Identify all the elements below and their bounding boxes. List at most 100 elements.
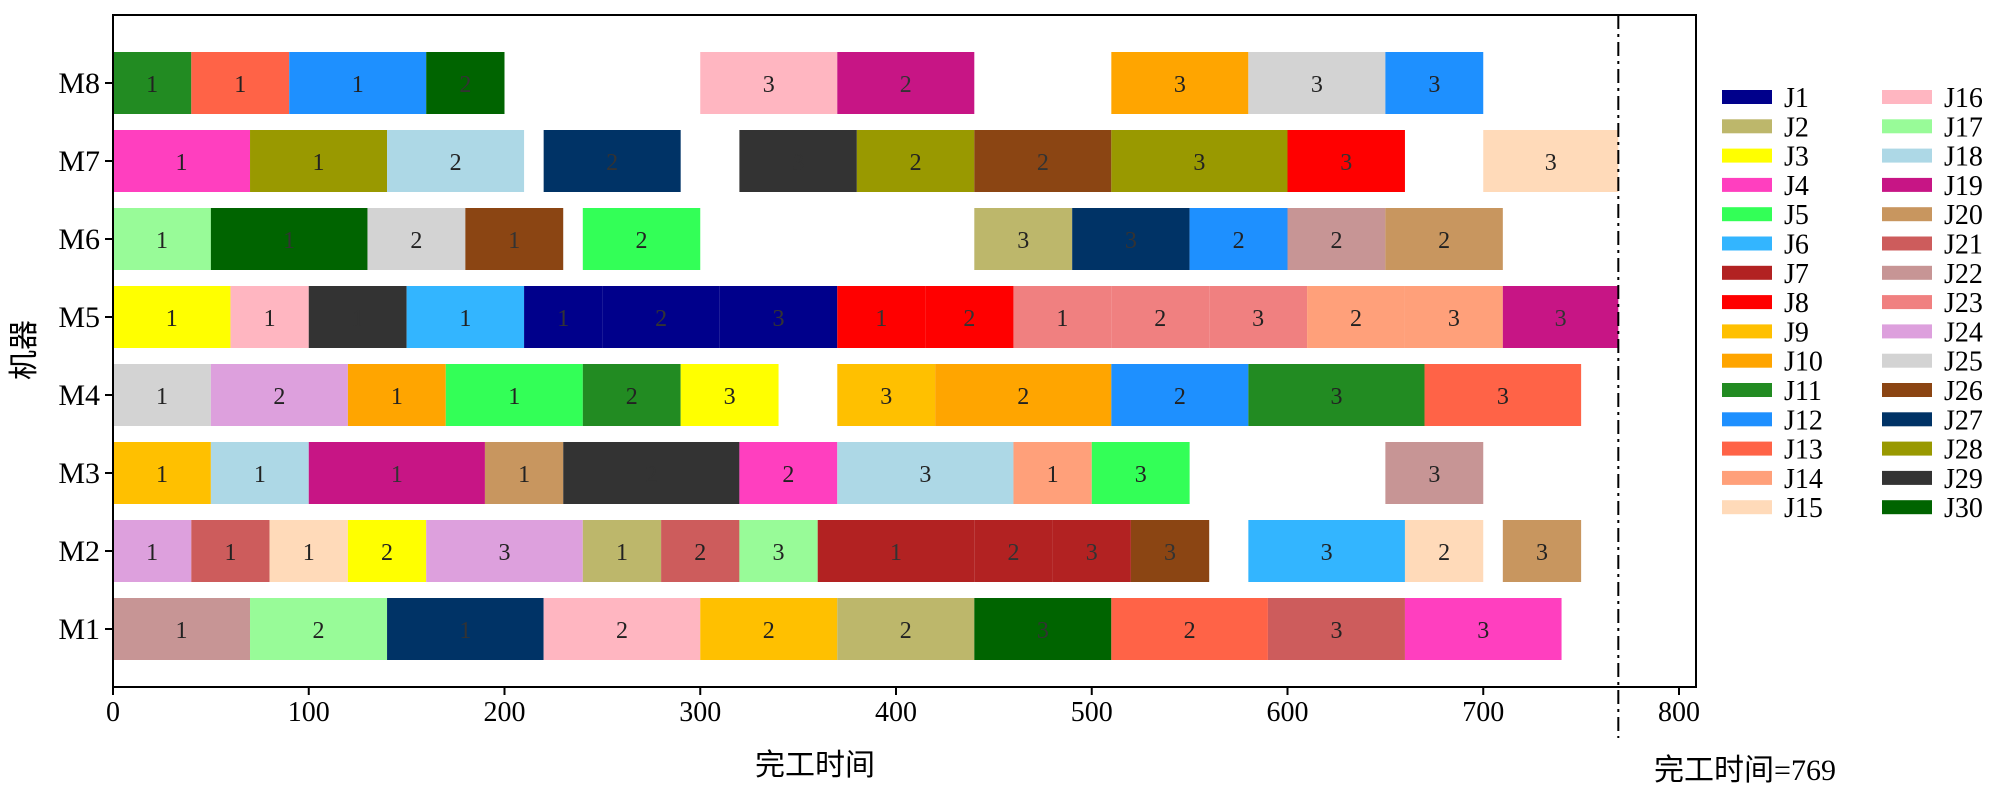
task-bar-m8-j30-op2 (426, 52, 505, 114)
task-bar-m7-j28-op2 (856, 130, 975, 192)
task-op-label: 1 (166, 306, 178, 332)
task-op-label: 3 (919, 462, 931, 488)
task-bar-m5-j23-op2 (1111, 286, 1210, 348)
y-tick-label-m4: M4 (58, 379, 100, 412)
task-bar-m5-j16-op1 (230, 286, 309, 348)
legend-swatch-j3 (1722, 148, 1772, 163)
task-bar-m5-j6-op1 (406, 286, 525, 348)
task-bar-m8-j16-op3 (700, 52, 838, 114)
task-bar-m6-j5-op2 (582, 208, 701, 270)
task-bar-m8-j25-op3 (1248, 52, 1386, 114)
task-op-label: 1 (283, 228, 295, 254)
legend-swatch-j12 (1722, 412, 1772, 427)
task-op-label: 1 (616, 540, 628, 566)
task-op-label: 1 (518, 462, 530, 488)
task-bar-m8-j13-op1 (191, 52, 290, 114)
task-op-label: 1 (234, 72, 246, 98)
task-op-label: 3 (1477, 618, 1489, 644)
task-bar-m2-j7-op2 (974, 520, 1053, 582)
task-bar-m6-j22-op2 (1287, 208, 1386, 270)
task-op-label: 2 (1438, 540, 1450, 566)
task-bar-m2-j26-op3 (1130, 520, 1210, 582)
task-bar-m3-j19-op1 (308, 442, 485, 504)
task-bar-m8-j12-op1 (289, 52, 427, 114)
y-tick-label-m7: M7 (58, 145, 100, 178)
task-op-label: 2 (1233, 228, 1245, 254)
task-bar-m6-j30-op1 (210, 208, 368, 270)
legend-swatch-j17 (1882, 119, 1932, 134)
legend-swatch-j5 (1722, 207, 1772, 222)
task-bar-m7-j28-op3 (1111, 130, 1288, 192)
task-bar-m2-j15-op2 (1404, 520, 1484, 582)
x-tick-label: 700 (1462, 697, 1504, 728)
task-bar-m7-j29-op3 (739, 130, 857, 192)
task-op-label: 3 (1125, 228, 1137, 254)
task-bar-m3-j18-op3 (837, 442, 1014, 504)
task-op-label: 3 (880, 384, 892, 410)
task-bar-m1-j16-op2 (543, 598, 701, 660)
legend-label-j28: J28 (1944, 435, 1983, 466)
task-op-label: 2 (1438, 228, 1450, 254)
legend-label-j3: J3 (1784, 142, 1809, 173)
task-bar-m8-j12-op3 (1385, 52, 1484, 114)
task-bar-m2-j3-op2 (347, 520, 427, 582)
task-op-label: 3 (1252, 306, 1264, 332)
task-bar-m2-j20-op3 (1502, 520, 1582, 582)
legend-label-j25: J25 (1944, 347, 1983, 378)
x-tick-label: 100 (288, 697, 330, 728)
legend-label-j27: J27 (1944, 405, 1983, 436)
task-bar-m6-j26-op1 (465, 208, 564, 270)
task-op-label: 2 (626, 384, 638, 410)
legend-label-j19: J19 (1944, 171, 1983, 202)
legend-swatch-j15 (1722, 500, 1772, 515)
x-axis-label: 完工时间 (755, 749, 875, 782)
task-bar-m4-j13-op3 (1424, 364, 1582, 426)
task-op-label: 3 (1174, 72, 1186, 98)
legend-label-j13: J13 (1784, 435, 1823, 466)
task-op-label: 2 (1037, 150, 1049, 176)
legend-swatch-j29 (1882, 470, 1932, 485)
task-bar-m1-j13-op2 (1111, 598, 1268, 660)
y-tick-label-m8: M8 (58, 67, 100, 100)
task-op-label: 2 (910, 150, 922, 176)
task-bar-m2-j24-op3 (426, 520, 583, 582)
y-tick-label-m2: M2 (58, 535, 100, 568)
task-bar-m6-j20-op2 (1385, 208, 1503, 270)
legend-label-j8: J8 (1784, 288, 1809, 319)
task-bar-m5-j8-op1 (837, 286, 926, 348)
task-bar-m4-j5-op1 (445, 364, 583, 426)
task-bar-m8-j19-op2 (837, 52, 975, 114)
legend-label-j29: J29 (1944, 464, 1983, 495)
legend-swatch-j16 (1882, 90, 1932, 104)
task-op-label: 1 (176, 150, 188, 176)
task-bar-m5-j8-op2 (925, 286, 1014, 348)
legend-swatch-j23 (1882, 295, 1932, 310)
legend-label-j12: J12 (1784, 405, 1823, 436)
task-op-label: 1 (156, 462, 168, 488)
task-bar-m7-j26-op2 (974, 130, 1112, 192)
task-bar-m5-j23-op1 (1013, 286, 1112, 348)
task-op-label: 2 (636, 228, 648, 254)
legend-label-j1: J1 (1784, 83, 1809, 114)
x-tick-label: 300 (679, 697, 721, 728)
task-op-label: 1 (890, 540, 902, 566)
task-op-label: 2 (450, 150, 462, 176)
task-bar-m7-j27-op2 (543, 130, 681, 192)
legend-swatch-j28 (1882, 441, 1932, 456)
x-axis: 0 100 200 300 400 500 600 700 800 (106, 687, 1700, 728)
legend-swatch-j27 (1882, 412, 1932, 427)
task-bar-m6-j17-op1 (113, 208, 211, 270)
task-bar-m1-j30-op3 (974, 598, 1112, 660)
task-bar-m2-j2-op1 (582, 520, 662, 582)
task-op-label: 1 (264, 306, 276, 332)
task-bar-m1-j4-op3 (1404, 598, 1562, 660)
legend-swatch-j14 (1722, 470, 1772, 485)
y-tick-label-m3: M3 (58, 457, 100, 490)
x-tick-label: 400 (875, 697, 917, 728)
legend-label-j9: J9 (1784, 317, 1809, 348)
task-op-label: 2 (1174, 384, 1186, 410)
task-bar-m2-j6-op3 (1248, 520, 1405, 582)
task-op-label: 2 (313, 618, 325, 644)
task-op-label: 1 (352, 306, 364, 332)
